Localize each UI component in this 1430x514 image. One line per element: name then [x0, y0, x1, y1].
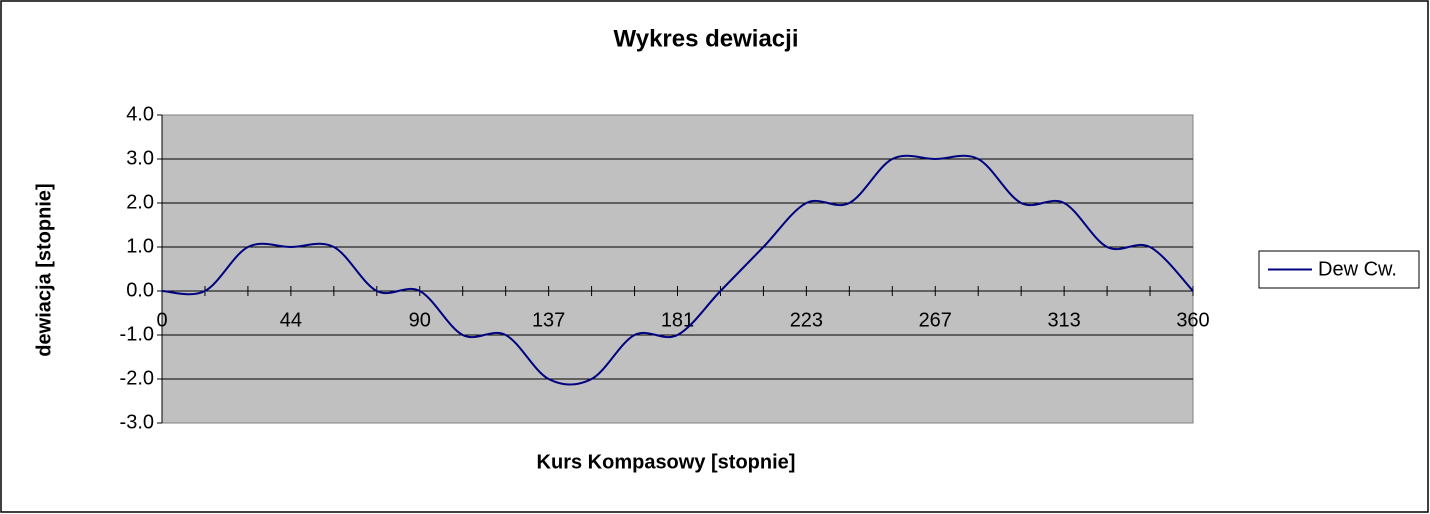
y-tick-label: -2.0 — [120, 367, 154, 389]
x-tick-label: 90 — [409, 309, 431, 331]
x-tick-label: 181 — [661, 309, 694, 331]
legend: Dew Cw. — [1258, 250, 1420, 289]
chart-title: Wykres dewiacji — [614, 25, 799, 52]
x-tick-label: 267 — [919, 309, 952, 331]
x-tick-label: 223 — [790, 309, 823, 331]
y-tick-label: 0.0 — [126, 279, 154, 301]
y-tick-label: -1.0 — [120, 323, 154, 345]
x-tick-label: 137 — [532, 309, 565, 331]
x-tick-label: 44 — [280, 309, 302, 331]
y-tick-label: 4.0 — [126, 103, 154, 125]
legend-label: Dew Cw. — [1318, 258, 1397, 280]
x-tick-label: 360 — [1176, 309, 1209, 331]
y-tick-label: 1.0 — [126, 235, 154, 257]
x-tick-label: 313 — [1047, 309, 1080, 331]
y-tick-label: -3.0 — [120, 411, 154, 433]
y-axis-label: dewiacja [stopnie] — [33, 183, 55, 356]
data-line — [161, 154, 1194, 386]
x-tick-label: 0 — [156, 309, 167, 331]
plot-area — [161, 114, 1194, 424]
y-tick-label: 2.0 — [126, 191, 154, 213]
y-tick-label: 3.0 — [126, 147, 154, 169]
x-axis-label: Kurs Kompasowy [stopnie] — [537, 451, 796, 473]
